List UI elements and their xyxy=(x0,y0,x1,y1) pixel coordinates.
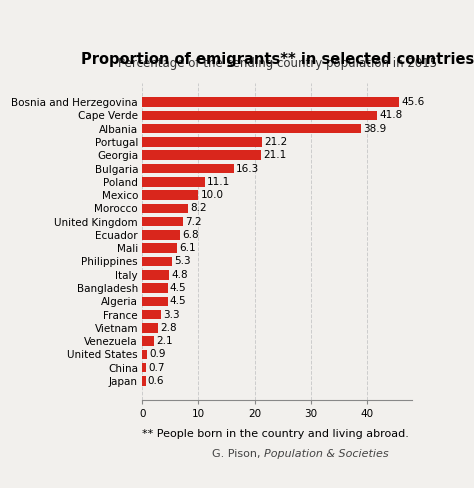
Bar xyxy=(142,297,167,306)
Bar xyxy=(142,177,205,186)
Text: 11.1: 11.1 xyxy=(207,177,230,187)
Bar xyxy=(142,111,377,120)
Bar xyxy=(142,257,172,266)
Text: ** People born in the country and living abroad.: ** People born in the country and living… xyxy=(142,428,409,439)
Text: 45.6: 45.6 xyxy=(401,97,424,107)
Bar xyxy=(142,230,181,240)
Bar xyxy=(142,190,199,200)
Text: 21.2: 21.2 xyxy=(264,137,287,147)
Text: 16.3: 16.3 xyxy=(236,163,259,174)
Text: 2.8: 2.8 xyxy=(160,323,177,333)
Text: G. Pison,: G. Pison, xyxy=(212,449,264,459)
Text: 21.1: 21.1 xyxy=(263,150,286,160)
Bar xyxy=(142,98,399,107)
Bar xyxy=(142,349,147,359)
Bar xyxy=(142,137,262,147)
Bar xyxy=(142,310,161,319)
Text: 5.3: 5.3 xyxy=(174,257,191,266)
Text: Population & Societies: Population & Societies xyxy=(264,449,388,459)
Text: 41.8: 41.8 xyxy=(380,110,403,121)
Text: 4.5: 4.5 xyxy=(170,296,186,306)
Title: Proportion of emigrants** in selected countries: Proportion of emigrants** in selected co… xyxy=(81,52,474,66)
Text: 0.7: 0.7 xyxy=(148,363,165,373)
Bar xyxy=(142,164,234,173)
Bar xyxy=(142,150,261,160)
Text: 6.8: 6.8 xyxy=(182,230,200,240)
Text: 38.9: 38.9 xyxy=(364,124,387,134)
Bar xyxy=(142,244,176,253)
Text: 0.9: 0.9 xyxy=(149,349,166,359)
Bar xyxy=(142,124,361,134)
Bar xyxy=(142,363,146,372)
Bar xyxy=(142,203,188,213)
Text: 6.1: 6.1 xyxy=(179,243,195,253)
Text: 0.6: 0.6 xyxy=(148,376,164,386)
Bar xyxy=(142,323,158,333)
Bar xyxy=(142,217,182,226)
Text: 4.8: 4.8 xyxy=(172,270,188,280)
Bar xyxy=(142,336,154,346)
Text: 10.0: 10.0 xyxy=(201,190,224,200)
Text: 4.5: 4.5 xyxy=(170,283,186,293)
Text: 2.1: 2.1 xyxy=(156,336,173,346)
Text: 8.2: 8.2 xyxy=(191,203,207,213)
Bar xyxy=(142,270,169,280)
Text: Percentage of the sending country population in 2015: Percentage of the sending country popula… xyxy=(118,57,437,70)
Bar xyxy=(142,376,146,386)
Text: 7.2: 7.2 xyxy=(185,217,201,226)
Text: 3.3: 3.3 xyxy=(163,309,180,320)
Bar xyxy=(142,283,167,293)
